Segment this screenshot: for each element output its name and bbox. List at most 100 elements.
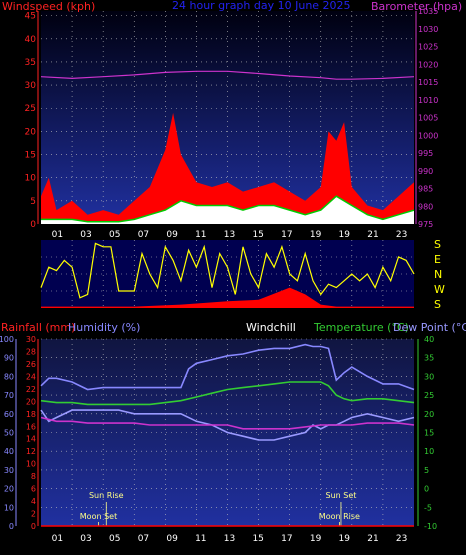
humidity-tick-label: 30 — [4, 466, 14, 475]
barometer-tick-label: 975 — [418, 220, 433, 229]
humidity-tick-label: 90 — [4, 354, 14, 363]
temperature-tick-label: 0 — [424, 485, 429, 494]
astronomy-annotation: Sun Set — [326, 491, 357, 500]
wind-direction-avg-area — [41, 287, 414, 308]
temperature-axis-label: Temperature (°C) — [313, 321, 409, 334]
humidity-tick-label: 10 — [4, 503, 14, 512]
temperature-c-line — [40, 381, 415, 406]
temperature-grid — [41, 338, 414, 526]
barometer-tick-label: 1030 — [418, 25, 438, 34]
temperature-tick-label: -5 — [424, 503, 432, 512]
rainfall-tick-label: 4 — [31, 497, 36, 506]
hour-tick-label: 19 — [310, 534, 322, 544]
rainfall-tick-label: 6 — [31, 485, 36, 494]
rainfall-tick-label: 26 — [26, 360, 36, 369]
hour-tick-label: 19 — [310, 230, 322, 240]
hour-tick-label: 07 — [138, 534, 149, 544]
hour-tick-label: 19 — [339, 230, 351, 240]
wind-hour-ticks: 01 03 05 07 09 11 13 15 17 19 19 21 23 — [52, 230, 408, 240]
rainfall-tick-label: 12 — [26, 447, 36, 456]
humidity-ticks: 0 10 20 30 40 50 60 70 80 90 100 — [0, 335, 17, 531]
windspeed-tick-label: 30 — [25, 81, 37, 91]
wind-direction-line — [40, 242, 415, 299]
hour-tick-label: 01 — [52, 230, 63, 240]
barometer-line — [40, 70, 415, 80]
humidity-line — [40, 343, 415, 391]
hour-tick-label: 13 — [224, 534, 235, 544]
hour-tick-label: 03 — [80, 230, 91, 240]
wind-marks — [40, 70, 415, 224]
barometer-tick-label: 990 — [418, 167, 433, 176]
rainfall-tick-label: 10 — [26, 460, 36, 469]
hour-tick-label: 11 — [195, 534, 206, 544]
humidity-windchill-line — [40, 416, 415, 430]
humidity-tick-label: 50 — [4, 429, 14, 438]
hour-tick-label: 23 — [396, 230, 407, 240]
barometer-tick-label: 1025 — [418, 43, 438, 52]
wind-average-area — [41, 196, 414, 224]
hour-tick-label: 21 — [367, 534, 378, 544]
windspeed-tick-label: 20 — [25, 127, 37, 137]
hour-tick-label: 19 — [339, 534, 351, 544]
rainfall-tick-label: 20 — [26, 397, 36, 406]
hour-tick-label: 09 — [166, 534, 178, 544]
windspeed-tick-label: 45 — [25, 12, 36, 22]
hour-tick-label: 15 — [252, 230, 263, 240]
rainfall-tick-label: 14 — [26, 435, 36, 444]
humidity-tick-label: 20 — [4, 485, 14, 494]
humidity-tick-label: 0 — [9, 522, 14, 531]
direction-label: S — [434, 298, 441, 311]
windspeed-tick-label: 5 — [30, 197, 36, 207]
humidity-axis-label: Humidity (%) — [68, 321, 140, 334]
windspeed-ticks: 0 5 10 15 20 25 30 35 40 45 — [25, 11, 39, 230]
temperature-ticks: -10 -5 0 5 10 15 20 25 30 35 40 — [417, 335, 437, 531]
windchill-label: Windchill — [246, 321, 296, 334]
direction-marks — [40, 242, 415, 308]
hour-tick-label: 11 — [195, 230, 206, 240]
rainfall-tick-label: 0 — [31, 522, 36, 531]
temperature-tick-label: 35 — [424, 354, 434, 363]
astronomy-annotation: Moon Rise — [319, 512, 360, 521]
humidity-tick-label: 70 — [4, 391, 14, 400]
hour-tick-label: 13 — [224, 230, 235, 240]
astronomy-annotation: Sun Rise — [89, 491, 124, 500]
temperature-tick-label: 30 — [424, 372, 434, 381]
temperature-tick-label: 10 — [424, 447, 434, 456]
hour-tick-label: 21 — [367, 230, 378, 240]
hour-tick-label: 17 — [281, 534, 292, 544]
chart-title: 24 hour graph day 10 June 2025 — [172, 0, 351, 12]
temperature-tick-label: 5 — [424, 466, 429, 475]
astronomy-annotation: Moon Set — [80, 512, 117, 521]
hour-tick-label: 09 — [166, 230, 178, 240]
barometer-tick-label: 980 — [418, 202, 433, 211]
rainfall-tick-label: 24 — [26, 372, 36, 381]
windspeed-tick-label: 0 — [30, 220, 36, 230]
humidity-tick-label: 60 — [4, 410, 14, 419]
windspeed-tick-label: 25 — [25, 104, 36, 114]
temperature-tick-label: 40 — [424, 335, 434, 344]
temperature-tick-label: -10 — [424, 522, 437, 531]
hour-tick-label: 01 — [52, 534, 63, 544]
rainfall-tick-label: 28 — [26, 347, 36, 356]
wind-grid — [41, 11, 414, 224]
direction-label: N — [434, 268, 442, 281]
humidity-tick-label: 80 — [4, 372, 14, 381]
hour-tick-label: 15 — [252, 534, 263, 544]
wind-average-line — [41, 195, 415, 223]
temperature-hour-ticks: 01 03 05 07 09 11 13 15 17 19 19 21 23 — [52, 534, 408, 544]
hour-tick-label: 05 — [109, 534, 120, 544]
barometer-tick-label: 995 — [418, 149, 433, 158]
windspeed-tick-label: 15 — [25, 151, 36, 161]
hour-tick-label: 17 — [281, 230, 292, 240]
barometer-tick-label: 1035 — [418, 7, 438, 16]
dew-point-c-line — [40, 409, 415, 441]
rainfall-axis-label: Rainfall (mm) — [1, 321, 75, 334]
hour-tick-label: 03 — [80, 534, 91, 544]
barometer-tick-label: 1000 — [418, 131, 438, 140]
barometer-tick-label: 1020 — [418, 60, 438, 69]
rainfall-tick-label: 16 — [26, 422, 36, 431]
humidity-tick-label: 40 — [4, 447, 14, 456]
rainfall-tick-label: 18 — [26, 410, 36, 419]
